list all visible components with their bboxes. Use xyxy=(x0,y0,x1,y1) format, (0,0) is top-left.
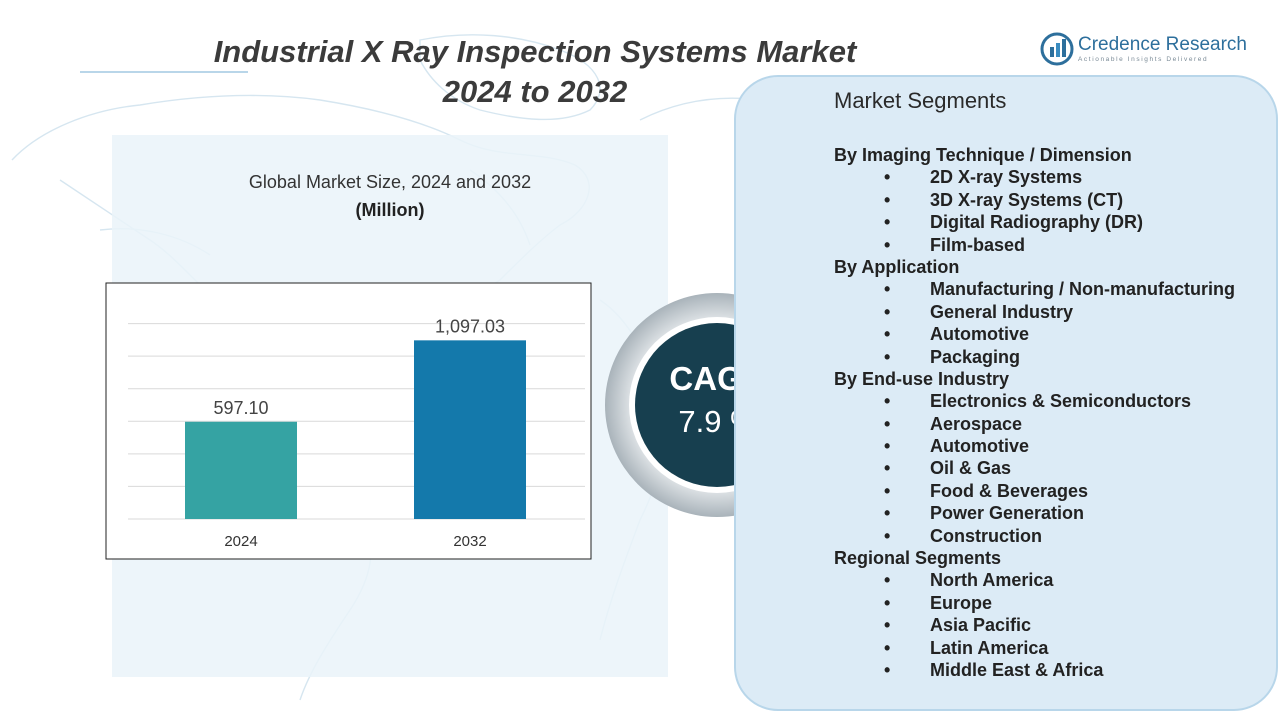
segment-item: • Europe xyxy=(834,592,1274,614)
segment-item: • Food & Beverages xyxy=(834,480,1274,502)
chart-unit: (Million) xyxy=(355,200,425,220)
segments-list: By Imaging Technique / Dimension • 2D X-ra… xyxy=(834,144,1274,681)
bullet-icon: • xyxy=(884,279,891,300)
segment-item: • Packaging xyxy=(834,346,1274,368)
credence-research-logo: Credence Research Actionable Insights De… xyxy=(1040,30,1270,70)
bullet-icon: • xyxy=(884,413,891,434)
data-label-2024: 597.10 xyxy=(213,398,268,418)
bullet-icon: • xyxy=(884,167,891,188)
segment-item: • 3D X-ray Systems (CT) xyxy=(834,189,1274,211)
segment-heading: Regional Segments xyxy=(834,548,1002,569)
bullet-icon: • xyxy=(884,480,891,501)
bar-2032 xyxy=(414,340,526,519)
bullet-icon: • xyxy=(884,592,891,613)
segment-item-label: Europe xyxy=(930,592,993,613)
bullet-icon: • xyxy=(884,189,891,210)
segment-item: • Middle East & Africa xyxy=(834,659,1274,681)
segment-item: • Construction xyxy=(834,525,1274,547)
bullet-icon: • xyxy=(884,234,891,255)
segment-item-label: General Industry xyxy=(930,301,1074,322)
segment-item: • Latin America xyxy=(834,637,1274,659)
segment-heading: By Imaging Technique / Dimension xyxy=(834,145,1132,165)
bullet-icon: • xyxy=(884,458,891,479)
segment-item-label: Asia Pacific xyxy=(930,615,1032,636)
bullet-icon: • xyxy=(884,659,891,680)
segment-item-label: North America xyxy=(930,570,1054,591)
segment-item: • Aerospace xyxy=(834,413,1274,435)
segment-item-label: Oil & Gas xyxy=(930,458,1012,479)
segments-title: Market Segments xyxy=(834,88,1007,113)
bullet-icon: • xyxy=(884,324,891,345)
segment-item: • Automotive xyxy=(834,435,1274,457)
segment-item-label: Power Generation xyxy=(930,503,1085,524)
logo-tagline: Actionable Insights Delivered xyxy=(1078,56,1209,63)
bullet-icon: • xyxy=(884,637,891,658)
bullet-icon: • xyxy=(884,391,891,412)
bullet-icon: • xyxy=(884,503,891,524)
bar-2024 xyxy=(185,421,297,519)
logo-name: Credence Research xyxy=(1078,34,1247,55)
segment-item-label: Automotive xyxy=(930,436,1029,457)
segment-item-label: 2D X-ray Systems xyxy=(930,167,1083,188)
segments-panel xyxy=(734,75,1278,711)
segment-heading: By End-use Industry xyxy=(834,368,1010,389)
segment-item: • 2D X-ray Systems xyxy=(834,166,1274,188)
bullet-icon: • xyxy=(884,436,891,457)
segment-heading: By Application xyxy=(834,256,960,277)
segment-item-label: Latin America xyxy=(930,637,1049,658)
x-tick-label-2032: 2032 xyxy=(453,533,486,550)
bullet-icon: • xyxy=(884,301,891,322)
segment-item-label: Electronics & Semiconductors xyxy=(930,391,1192,412)
segment-item-label: Aerospace xyxy=(930,413,1023,434)
bullet-icon: • xyxy=(884,346,891,367)
bullet-icon: • xyxy=(884,212,891,233)
segment-item: • General Industry xyxy=(834,301,1274,323)
segment-item-label: Manufacturing / Non-manufacturing xyxy=(930,279,1235,300)
page-title: Industrial X Ray Inspection Systems Mark… xyxy=(170,32,900,112)
segment-item: • Film-based xyxy=(834,234,1274,256)
segment-item: • Automotive xyxy=(834,323,1274,345)
segment-item: • Electronics & Semiconductors xyxy=(834,390,1274,412)
segment-item-label: 3D X-ray Systems (CT) xyxy=(930,189,1124,210)
segment-item-label: Digital Radiography (DR) xyxy=(930,212,1144,233)
x-tick-label-2024: 2024 xyxy=(224,533,257,550)
segment-item-label: Packaging xyxy=(930,346,1021,367)
bullet-icon: • xyxy=(884,615,891,636)
data-label-2032: 1,097.03 xyxy=(435,316,505,336)
segment-item-label: Food & Beverages xyxy=(930,480,1089,501)
segment-item: • North America xyxy=(834,569,1274,591)
segment-item-label: Automotive xyxy=(930,324,1029,345)
bullet-icon: • xyxy=(884,570,891,591)
chart-title: Global Market Size, 2024 and 2032 xyxy=(248,172,532,192)
segment-item: • Manufacturing / Non-manufacturing xyxy=(834,278,1274,300)
segment-item-label: Construction xyxy=(930,525,1042,546)
title-line-2: 2024 to 2032 xyxy=(442,74,628,109)
bullet-icon: • xyxy=(884,525,891,546)
segment-item-label: Film-based xyxy=(930,234,1026,255)
segment-item: • Digital Radiography (DR) xyxy=(834,211,1274,233)
logo-underline xyxy=(80,71,248,73)
title-line-1: Industrial X Ray Inspection Systems Mark… xyxy=(213,34,857,69)
segment-item: • Asia Pacific xyxy=(834,614,1274,636)
segment-item-label: Middle East & Africa xyxy=(930,659,1104,680)
segment-item: • Power Generation xyxy=(834,502,1274,524)
segment-item: • Oil & Gas xyxy=(834,457,1274,479)
chart-head-logo-icon xyxy=(1040,32,1074,66)
